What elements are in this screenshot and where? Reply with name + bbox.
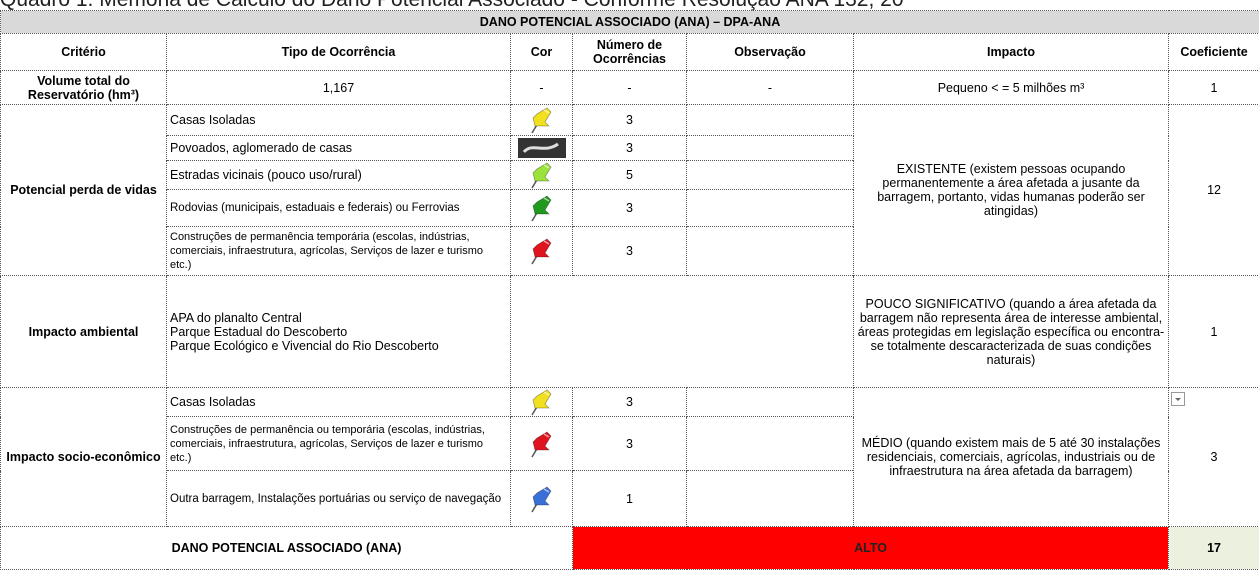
impacto: MÉDIO (quando existem mais de 5 até 30 i… [854, 388, 1169, 527]
pushpin-icon [529, 237, 555, 265]
tipo: Estradas vicinais (pouco uso/rural) [167, 161, 511, 190]
pin [511, 227, 573, 276]
pin [511, 471, 573, 527]
pushpin-icon [529, 430, 555, 458]
observacao [687, 136, 854, 161]
pushpin-icon [529, 106, 555, 134]
column-header: Critério [1, 34, 167, 71]
column-header: Observação [687, 34, 854, 71]
pin [511, 388, 573, 417]
tipo-line: Parque Estadual do Descoberto [170, 325, 507, 339]
village-icon [518, 138, 566, 158]
total-label: DANO POTENCIAL ASSOCIADO (ANA) [1, 527, 573, 570]
tipo: Casas Isoladas [167, 388, 511, 417]
observacao [687, 417, 854, 471]
tipo: 1,167 [167, 71, 511, 105]
pushpin-icon [529, 485, 555, 513]
cor: - [511, 71, 573, 105]
tipo-line: Parque Ecológico e Vivencial do Rio Desc… [170, 339, 507, 353]
tipo: Construções de permanência temporária (e… [167, 227, 511, 276]
numero: - [573, 71, 687, 105]
observacao [687, 190, 854, 227]
coeficiente: 12 [1169, 105, 1259, 276]
observacao [687, 161, 854, 190]
dpa-table: DANO POTENCIAL ASSOCIADO (ANA) – DPA-ANA… [0, 10, 1259, 570]
pin [511, 161, 573, 190]
tipo: Construções de permanência ou temporária… [167, 417, 511, 471]
numero: 3 [573, 388, 687, 417]
pin [511, 190, 573, 227]
numero: 3 [573, 417, 687, 471]
pushpin-icon [529, 161, 555, 189]
numero: 5 [573, 161, 687, 190]
observacao [687, 105, 854, 136]
observacao: - [687, 71, 854, 105]
tipo-line: APA do planalto Central [170, 311, 507, 325]
tipo: Rodovias (municipais, estaduais e federa… [167, 190, 511, 227]
tipo: Povoados, aglomerado de casas [167, 136, 511, 161]
impacto: EXISTENTE (existem pessoas ocupando perm… [854, 105, 1169, 276]
observacao [687, 227, 854, 276]
pin [511, 417, 573, 471]
dropdown[interactable] [1171, 392, 1185, 406]
table-heading: DANO POTENCIAL ASSOCIADO (ANA) – DPA-ANA [1, 11, 1259, 34]
numero: 3 [573, 136, 687, 161]
tipo: Outra barragem, Instalações portuárias o… [167, 471, 511, 527]
icon [511, 136, 573, 161]
tipo: Casas Isoladas [167, 105, 511, 136]
criterio: Potencial perda de vidas [1, 105, 167, 276]
pushpin-icon [529, 194, 555, 222]
observacao [687, 388, 854, 417]
total-coeficiente: 17 [1169, 527, 1259, 570]
numero: 3 [573, 227, 687, 276]
empty [511, 276, 854, 388]
pin [511, 105, 573, 136]
impacto: POUCO SIGNIFICATIVO (quando a área afeta… [854, 276, 1169, 388]
column-header: Coeficiente [1169, 34, 1259, 71]
numero: 1 [573, 471, 687, 527]
impacto: Pequeno < = 5 milhões m³ [854, 71, 1169, 105]
criterio: Volume total do Reservatório (hm³) [1, 71, 167, 105]
criterio: Impacto socio-econômico [1, 388, 167, 527]
coeficiente-value: 3 [1211, 450, 1218, 464]
pushpin-icon [529, 388, 555, 416]
criterio: Impacto ambiental [1, 276, 167, 388]
numero: 3 [573, 190, 687, 227]
column-header: Número de Ocorrências [573, 34, 687, 71]
column-header: Tipo de Ocorrência [167, 34, 511, 71]
observacao [687, 471, 854, 527]
coeficiente: 1 [1169, 71, 1259, 105]
coeficiente: 1 [1169, 276, 1259, 388]
total-class: ALTO [573, 527, 1169, 570]
column-header: Impacto [854, 34, 1169, 71]
coeficiente: 3 [1169, 388, 1259, 527]
column-header: Cor [511, 34, 573, 71]
numero: 3 [573, 105, 687, 136]
